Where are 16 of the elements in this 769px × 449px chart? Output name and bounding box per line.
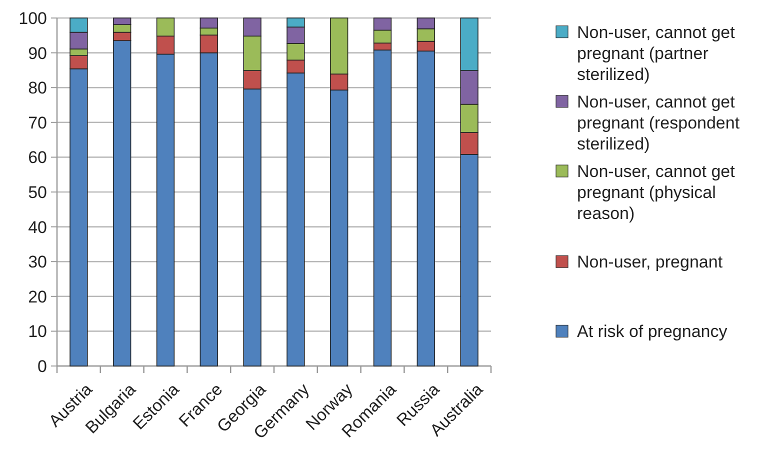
y-tick-label: 40 — [28, 218, 47, 237]
y-tick-label: 0 — [38, 356, 47, 376]
legend-label: Non-user, cannot get pregnant (respondent sterilized) — [577, 92, 740, 154]
legend-label: At risk of pregnancy — [577, 322, 728, 342]
legend-label: Non-user, cannot get pregnant (partner sterilized) — [577, 22, 736, 84]
y-tick-label: 30 — [28, 252, 47, 272]
legend-label: Non-user, cannot get pregnant (physical reason) — [577, 162, 736, 223]
y-tick-label: 90 — [28, 44, 47, 63]
y-tick-label: 10 — [28, 322, 47, 342]
y-tick-label: 70 — [28, 113, 47, 132]
y-tick-label: 100 — [18, 8, 47, 28]
y-tick-label: 80 — [28, 78, 47, 98]
y-tick-label: 20 — [28, 287, 47, 306]
y-tick-label: 60 — [28, 148, 47, 168]
legend-label: Non-user, pregnant — [577, 252, 723, 272]
y-tick-label: 50 — [28, 182, 47, 202]
